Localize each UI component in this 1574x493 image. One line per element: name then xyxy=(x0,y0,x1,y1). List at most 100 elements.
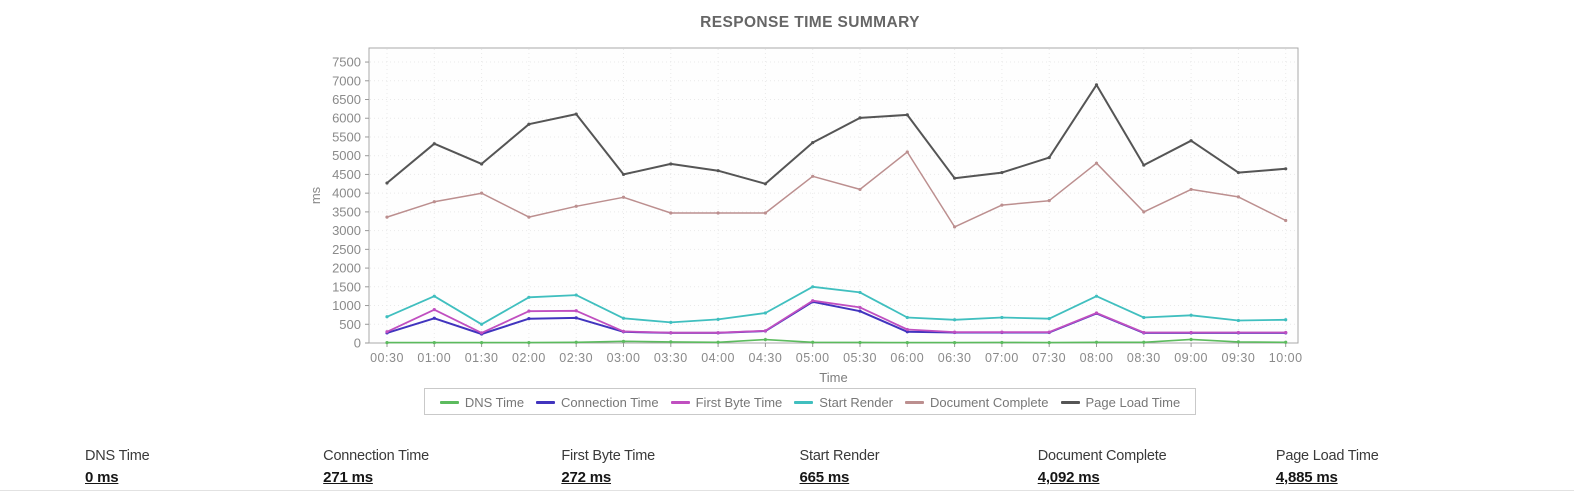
y-tick-label: 500 xyxy=(339,317,361,332)
data-point xyxy=(432,200,436,204)
data-point xyxy=(905,315,909,320)
y-tick-label: 2500 xyxy=(332,242,361,257)
legend-item-first-byte-time[interactable]: First Byte Time xyxy=(670,395,782,410)
summary-cell-connection-time: Connection Time 271 ms xyxy=(323,448,561,487)
data-point xyxy=(763,329,767,333)
data-point xyxy=(953,225,957,229)
bottom-divider xyxy=(0,490,1574,491)
data-point xyxy=(1284,218,1288,223)
data-point xyxy=(1284,318,1288,322)
data-point xyxy=(716,169,720,173)
data-point xyxy=(905,150,909,154)
summary-label: DNS Time xyxy=(85,448,150,464)
legend-item-document-complete[interactable]: Document Complete xyxy=(905,395,1049,410)
summary-value-link[interactable]: 0 ms xyxy=(85,469,119,486)
y-tick-label: 5000 xyxy=(332,148,361,163)
legend-item-page-load-time[interactable]: Page Load Time xyxy=(1060,395,1181,410)
data-point xyxy=(716,331,720,335)
data-point xyxy=(669,211,673,215)
summary-label: First Byte Time xyxy=(561,448,656,464)
data-point xyxy=(621,329,626,333)
chart-legend: DNS Time Connection Time First Byte Time St… xyxy=(310,388,1310,415)
data-point xyxy=(621,195,626,199)
data-point xyxy=(1047,155,1051,160)
data-point xyxy=(527,295,531,299)
y-tick-label: 7000 xyxy=(332,73,361,88)
y-tick-label: 0 xyxy=(354,336,361,351)
data-point xyxy=(858,116,862,120)
data-point xyxy=(1094,294,1099,298)
x-tick-label: 09:00 xyxy=(1174,351,1208,365)
summary-label: Page Load Time xyxy=(1275,448,1379,464)
data-point xyxy=(811,340,815,344)
data-point xyxy=(1189,330,1193,335)
data-point xyxy=(385,215,389,219)
data-point xyxy=(1094,311,1099,315)
data-point xyxy=(905,113,909,117)
data-point xyxy=(480,331,484,335)
data-point xyxy=(858,187,862,192)
data-point xyxy=(385,315,389,319)
data-point xyxy=(1142,210,1146,214)
legend-item-connection-time[interactable]: Connection Time xyxy=(536,395,659,410)
data-point xyxy=(858,340,862,345)
legend-item-dns-time[interactable]: DNS Time xyxy=(439,395,525,410)
y-tick-label: 3500 xyxy=(332,204,361,219)
data-point xyxy=(858,305,862,310)
data-point xyxy=(621,339,626,343)
data-point xyxy=(763,211,767,215)
legend-swatch xyxy=(905,401,924,404)
data-point xyxy=(811,140,815,145)
data-point xyxy=(574,293,578,297)
data-point xyxy=(1142,163,1146,167)
data-point xyxy=(953,341,957,345)
legend-label: Start Render xyxy=(819,395,893,410)
data-point xyxy=(953,176,957,180)
x-tick-label: 00:30 xyxy=(370,351,404,365)
data-point xyxy=(763,311,767,315)
y-tick-label: 6500 xyxy=(332,92,361,107)
x-tick-label: 04:00 xyxy=(701,351,735,365)
data-point xyxy=(1000,203,1004,207)
series-line-page-load-time xyxy=(386,83,1287,185)
y-tick-label: 1500 xyxy=(332,279,361,294)
series-line-first-byte-time xyxy=(386,299,1287,334)
data-point xyxy=(574,112,578,116)
x-tick-label: 02:30 xyxy=(559,351,593,365)
data-point xyxy=(669,340,673,344)
summary-value-link[interactable]: 4,885 ms xyxy=(1275,469,1338,486)
data-point xyxy=(811,299,815,303)
data-point xyxy=(1284,167,1288,171)
summary-value-link[interactable]: 665 ms xyxy=(799,469,850,486)
summary-cell-dns-time: DNS Time 0 ms xyxy=(85,448,323,487)
summary-value-link[interactable]: 271 ms xyxy=(323,469,373,486)
summary-label: Start Render xyxy=(799,448,880,464)
data-point xyxy=(1094,161,1099,165)
legend-swatch xyxy=(536,401,556,404)
data-point xyxy=(480,191,484,195)
data-point xyxy=(527,317,531,321)
data-point xyxy=(1000,330,1004,334)
legend-label: Document Complete xyxy=(930,395,1049,410)
data-point xyxy=(669,162,673,166)
summary-value-link[interactable]: 4,092 ms xyxy=(1037,469,1100,486)
x-tick-label: 09:30 xyxy=(1222,351,1256,365)
data-point xyxy=(905,330,909,334)
data-point xyxy=(432,308,436,312)
legend-label: DNS Time xyxy=(464,395,525,410)
data-point xyxy=(527,215,531,219)
x-tick-label: 03:00 xyxy=(607,351,641,365)
data-point xyxy=(1236,170,1240,175)
data-point xyxy=(1189,313,1193,317)
data-point xyxy=(527,309,531,313)
data-point xyxy=(669,320,673,324)
data-point xyxy=(621,172,626,177)
legend-item-start-render[interactable]: Start Render xyxy=(794,395,893,410)
summary-value-link[interactable]: 272 ms xyxy=(561,469,612,486)
legend-label: Page Load Time xyxy=(1085,395,1181,410)
data-point xyxy=(1142,330,1146,335)
data-point xyxy=(574,204,578,208)
data-point xyxy=(1236,195,1240,199)
data-point xyxy=(527,341,531,345)
data-point xyxy=(385,341,389,345)
